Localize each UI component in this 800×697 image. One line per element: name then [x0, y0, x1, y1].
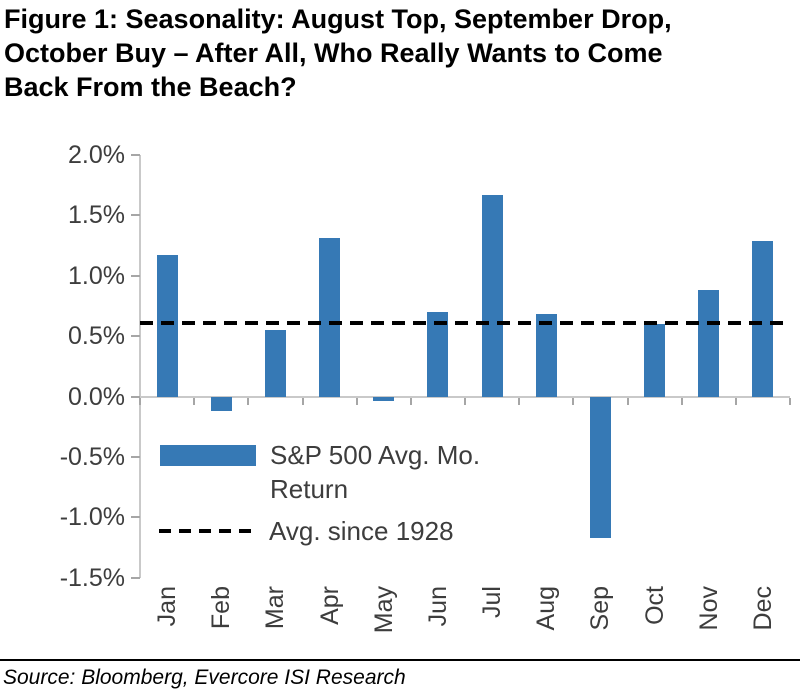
bar	[210, 396, 232, 412]
y-axis-tick	[131, 576, 140, 579]
title-line-1: Figure 1: Seasonality: August Top, Septe…	[4, 4, 672, 34]
y-axis-tick	[131, 274, 140, 277]
category-axis-tick	[355, 397, 358, 405]
category-axis-tick	[572, 397, 575, 405]
y-axis-tick	[131, 214, 140, 217]
bar	[535, 314, 557, 397]
bar	[644, 324, 666, 397]
y-tick-label: 0.5%	[68, 322, 125, 351]
legend-item-dashed-line: Avg. since 1928	[156, 514, 506, 548]
x-tick-label: Jul	[478, 586, 507, 618]
x-tick-label: Mar	[261, 586, 290, 630]
bar	[698, 290, 720, 397]
category-axis-tick	[139, 397, 141, 405]
y-axis-tick	[131, 395, 140, 398]
x-tick-label: Dec	[748, 586, 777, 631]
x-tick-label: Oct	[640, 586, 669, 625]
bar	[319, 238, 341, 397]
y-axis-tick	[131, 154, 140, 156]
category-axis-tick	[734, 397, 737, 405]
legend-line-label: Avg. since 1928	[269, 516, 454, 546]
y-tick-label: 2.0%	[68, 141, 125, 169]
category-axis-tick	[680, 397, 683, 405]
bar	[589, 396, 611, 538]
category-axis-tick	[626, 397, 629, 405]
y-axis-tick	[131, 456, 140, 458]
category-axis-tick	[193, 397, 196, 405]
category-axis-tick	[464, 397, 466, 405]
y-tick-label: -1.5%	[59, 563, 125, 592]
category-axis-tick	[409, 397, 412, 405]
x-tick-label: Apr	[315, 586, 344, 625]
x-tick-label: Aug	[532, 586, 561, 631]
x-tick-label: May	[369, 586, 398, 634]
bar	[481, 194, 503, 397]
y-tick-label: -0.5%	[59, 443, 125, 471]
x-tick-label: Nov	[694, 586, 723, 631]
x-tick-label: Jun	[423, 586, 452, 627]
category-axis-tick	[789, 397, 791, 405]
zero-axis-line	[140, 395, 790, 398]
category-axis-tick	[301, 397, 304, 405]
y-tick-label: -1.0%	[59, 503, 125, 532]
y-tick-label: 1.5%	[68, 201, 125, 230]
legend-dashed-line-swatch	[159, 529, 257, 533]
legend: S&P 500 Avg. Mo. Return Avg. since 1928	[156, 438, 506, 548]
legend-bar-swatch	[160, 445, 256, 466]
bar	[427, 312, 449, 397]
bar	[264, 330, 286, 397]
source-note: Source: Bloomberg, Evercore ISI Research	[3, 666, 406, 689]
y-axis-tick	[131, 516, 140, 519]
bar	[156, 255, 178, 397]
legend-item-bar: S&P 500 Avg. Mo. Return	[156, 438, 506, 506]
bar	[373, 396, 395, 402]
y-axis-tick	[131, 335, 140, 338]
y-axis-line	[139, 155, 141, 578]
x-tick-label: Jan	[153, 586, 182, 627]
x-tick-label: Feb	[207, 586, 236, 630]
title-line-3: Back From the Beach?	[4, 72, 297, 102]
bar	[752, 240, 774, 397]
category-axis-tick	[518, 397, 521, 405]
title-line-2: October Buy – After All, Who Really Want…	[4, 38, 663, 68]
avg-since-1928-line	[140, 320, 790, 325]
y-tick-label: 0.0%	[68, 382, 125, 411]
x-tick-label: Sep	[586, 586, 615, 631]
y-tick-label: 1.0%	[68, 261, 125, 290]
category-axis-tick	[247, 397, 250, 405]
figure-title: Figure 1: Seasonality: August Top, Septe…	[4, 2, 796, 104]
legend-bar-label: S&P 500 Avg. Mo. Return	[270, 440, 481, 504]
footer-divider	[0, 659, 800, 661]
